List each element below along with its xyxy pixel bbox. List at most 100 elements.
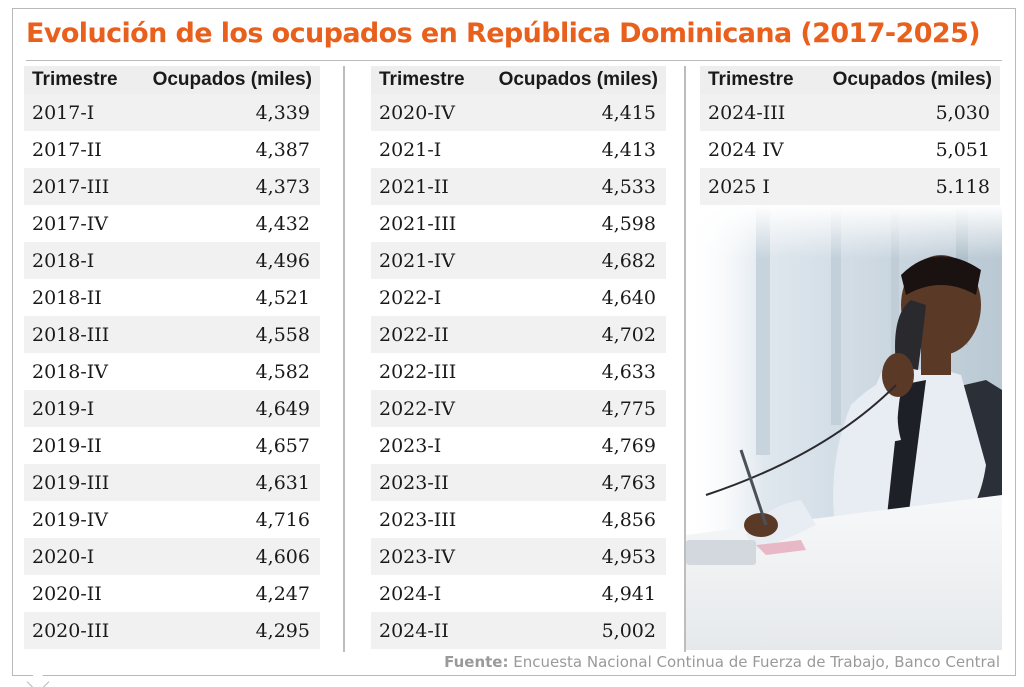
table-column-1: Trimestre Ocupados (miles) 2017-I 4,339 20…	[24, 66, 320, 649]
table-column-3: Trimestre Ocupados (miles) 2024-III 5,030…	[700, 66, 1000, 205]
quarter-cell: 2024 IV	[708, 138, 784, 161]
table-row: 2019-III 4,631	[24, 464, 320, 501]
table-row: 2017-IV 4,432	[24, 205, 320, 242]
employed-value-cell: 4,702	[601, 323, 656, 346]
table-row: 2023-IV 4,953	[371, 538, 666, 575]
employed-value-cell: 4,716	[255, 508, 310, 531]
header-employed: Ocupados (miles)	[832, 69, 992, 90]
quarter-cell: 2020-I	[32, 545, 95, 568]
table-row: 2018-III 4,558	[24, 316, 320, 353]
employed-value-cell: 5,002	[601, 619, 656, 642]
header-quarter: Trimestre	[32, 69, 118, 90]
table-body: 2017-I 4,339 2017-II 4,387 2017-III 4,373 2017…	[24, 94, 320, 649]
table-row: 2020-II 4,247	[24, 575, 320, 612]
quarter-cell: 2022-I	[379, 286, 442, 309]
employed-value-cell: 4,521	[255, 286, 310, 309]
table-row: 2025 I 5.118	[700, 168, 1000, 205]
table-body: 2020-IV 4,415 2021-I 4,413 2021-II 4,533 2021-…	[371, 94, 666, 649]
employed-value-cell: 4,606	[255, 545, 310, 568]
table-row: 2023-II 4,763	[371, 464, 666, 501]
employed-value-cell: 4,649	[255, 397, 310, 420]
table-header: Trimestre Ocupados (miles)	[371, 66, 666, 94]
employed-value-cell: 4,953	[601, 545, 656, 568]
page-title: Evolución de los ocupados en República D…	[26, 18, 981, 49]
column-separator	[343, 66, 345, 652]
employed-value-cell: 4,339	[255, 101, 310, 124]
employed-value-cell: 4,582	[255, 360, 310, 383]
employed-value-cell: 4,631	[255, 471, 310, 494]
table-row: 2021-I 4,413	[371, 131, 666, 168]
quarter-cell: 2025 I	[708, 175, 770, 198]
quarter-cell: 2023-IV	[379, 545, 455, 568]
quarter-cell: 2020-II	[32, 582, 102, 605]
quarter-cell: 2021-I	[379, 138, 442, 161]
table-row: 2020-III 4,295	[24, 612, 320, 649]
table-header: Trimestre Ocupados (miles)	[24, 66, 320, 94]
employed-value-cell: 4,657	[255, 434, 310, 457]
employed-value-cell: 4,415	[601, 101, 656, 124]
quarter-cell: 2023-II	[379, 471, 449, 494]
header-employed: Ocupados (miles)	[152, 69, 312, 90]
table-row: 2019-IV 4,716	[24, 501, 320, 538]
quarter-cell: 2024-II	[379, 619, 449, 642]
quarter-cell: 2022-III	[379, 360, 457, 383]
quarter-cell: 2021-II	[379, 175, 449, 198]
table-row: 2024-III 5,030	[700, 94, 1000, 131]
quarter-cell: 2019-III	[32, 471, 110, 494]
table-row: 2017-III 4,373	[24, 168, 320, 205]
table-row: 2023-III 4,856	[371, 501, 666, 538]
table-body: 2024-III 5,030 2024 IV 5,051 2025 I 5.118	[700, 94, 1000, 205]
employed-value-cell: 4,941	[601, 582, 656, 605]
quarter-cell: 2018-III	[32, 323, 110, 346]
employed-value-cell: 4,598	[601, 212, 656, 235]
table-row: 2022-III 4,633	[371, 353, 666, 390]
man-on-phone-photo	[686, 205, 1002, 650]
quarter-cell: 2017-IV	[32, 212, 108, 235]
column-separator	[684, 66, 686, 652]
table-row: 2017-II 4,387	[24, 131, 320, 168]
table-row: 2020-I 4,606	[24, 538, 320, 575]
table-row: 2022-I 4,640	[371, 279, 666, 316]
quarter-cell: 2022-II	[379, 323, 449, 346]
quarter-cell: 2021-III	[379, 212, 457, 235]
table-row: 2020-IV 4,415	[371, 94, 666, 131]
table-row: 2019-II 4,657	[24, 427, 320, 464]
employed-value-cell: 5,030	[935, 101, 990, 124]
employed-value-cell: 4,432	[255, 212, 310, 235]
table-row: 2018-IV 4,582	[24, 353, 320, 390]
quarter-cell: 2021-IV	[379, 249, 455, 272]
employed-value-cell: 4,558	[255, 323, 310, 346]
quarter-cell: 2017-II	[32, 138, 102, 161]
quarter-cell: 2019-IV	[32, 508, 108, 531]
quarter-cell: 2019-II	[32, 434, 102, 457]
employed-value-cell: 5.118	[935, 175, 990, 198]
table-row: 2017-I 4,339	[24, 94, 320, 131]
quarter-cell: 2017-III	[32, 175, 110, 198]
employed-value-cell: 4,640	[601, 286, 656, 309]
table-row: 2022-IV 4,775	[371, 390, 666, 427]
table-row: 2021-IV 4,682	[371, 242, 666, 279]
quarter-cell: 2017-I	[32, 101, 95, 124]
employed-value-cell: 4,769	[601, 434, 656, 457]
table-row: 2021-II 4,533	[371, 168, 666, 205]
table-row: 2023-I 4,769	[371, 427, 666, 464]
employed-value-cell: 5,051	[935, 138, 990, 161]
quarter-cell: 2023-I	[379, 434, 442, 457]
employed-value-cell: 4,387	[255, 138, 310, 161]
quarter-cell: 2020-IV	[379, 101, 455, 124]
quarter-cell: 2024-I	[379, 582, 442, 605]
quarter-cell: 2018-II	[32, 286, 102, 309]
source-note: Fuente: Encuesta Nacional Continua de Fu…	[396, 653, 1000, 671]
table-column-2: Trimestre Ocupados (miles) 2020-IV 4,415 2…	[371, 66, 666, 649]
table-row: 2024 IV 5,051	[700, 131, 1000, 168]
employed-value-cell: 4,763	[601, 471, 656, 494]
title-divider	[26, 60, 1002, 61]
table-row: 2024-I 4,941	[371, 575, 666, 612]
quarter-cell: 2024-III	[708, 101, 786, 124]
employed-value-cell: 4,633	[601, 360, 656, 383]
employed-value-cell: 4,373	[255, 175, 310, 198]
header-employed: Ocupados (miles)	[498, 69, 658, 90]
header-quarter: Trimestre	[379, 69, 465, 90]
quarter-cell: 2020-III	[32, 619, 110, 642]
table-header: Trimestre Ocupados (miles)	[700, 66, 1000, 94]
